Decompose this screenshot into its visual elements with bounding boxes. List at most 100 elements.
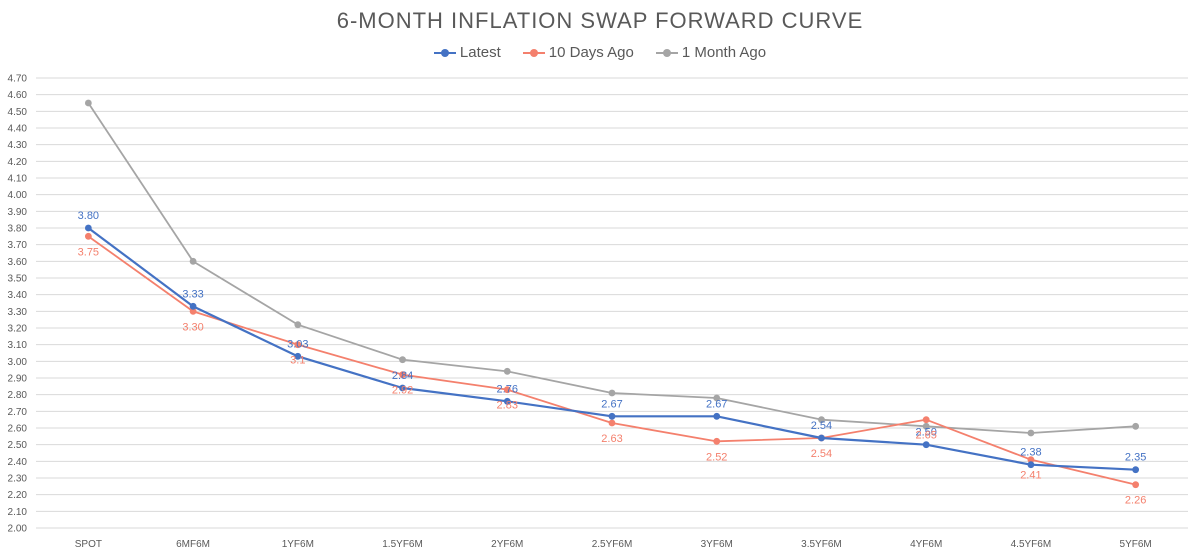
y-tick-label: 3.30 xyxy=(8,307,28,318)
y-tick-label: 2.00 xyxy=(8,524,28,535)
y-tick-label: 3.60 xyxy=(8,257,28,268)
data-point xyxy=(1132,422,1140,430)
y-tick-label: 3.10 xyxy=(8,340,28,351)
data-point xyxy=(84,99,92,107)
data-label-latest: 2.35 xyxy=(1125,452,1146,464)
data-point xyxy=(1132,466,1140,474)
data-point xyxy=(189,257,197,265)
y-tick-label: 4.70 xyxy=(8,74,28,85)
data-label-10-days-ago: 2.83 xyxy=(497,400,518,412)
data-point xyxy=(922,441,930,449)
y-tick-label: 3.70 xyxy=(8,240,28,251)
x-tick-label: 5YF6M xyxy=(1120,539,1152,550)
y-tick-label: 4.20 xyxy=(8,157,28,168)
data-point xyxy=(189,302,197,310)
data-label-10-days-ago: 2.65 xyxy=(915,430,936,442)
data-point xyxy=(608,412,616,420)
y-tick-label: 2.90 xyxy=(8,374,28,385)
data-point xyxy=(399,384,406,392)
data-point xyxy=(1027,456,1035,464)
legend: Latest 10 Days Ago 1 Month Ago xyxy=(0,44,1200,61)
data-point xyxy=(818,416,825,424)
data-point xyxy=(713,412,721,420)
legend-label-1-month-ago: 1 Month Ago xyxy=(681,44,767,61)
data-label-latest: 2.76 xyxy=(497,383,518,395)
y-tick-label: 2.70 xyxy=(8,407,28,418)
data-label-10-days-ago: 3.30 xyxy=(182,321,203,333)
chart-title: 6-MONTH INFLATION SWAP FORWARD CURVE xyxy=(336,8,864,33)
y-tick-label: 3.20 xyxy=(8,324,28,335)
y-tick-label: 3.90 xyxy=(8,207,28,218)
data-point xyxy=(503,367,511,375)
data-point xyxy=(608,389,616,397)
data-point xyxy=(922,416,930,424)
data-label-latest: 3.03 xyxy=(287,338,308,350)
x-tick-label: 2YF6M xyxy=(491,539,523,550)
data-label-10-days-ago: 2.41 xyxy=(1020,470,1041,482)
x-tick-label: 3.5YF6M xyxy=(801,539,842,550)
data-point xyxy=(713,437,721,445)
y-tick-label: 4.60 xyxy=(8,90,28,101)
data-point xyxy=(608,419,616,427)
data-label-10-days-ago: 2.52 xyxy=(706,451,727,463)
y-tick-label: 4.00 xyxy=(8,190,28,201)
data-label-latest: 3.80 xyxy=(78,210,99,222)
series-line-1-month-ago xyxy=(87,102,1136,434)
y-tick-label: 2.10 xyxy=(8,507,28,518)
y-tick-label: 2.50 xyxy=(8,440,28,451)
y-tick-label: 4.30 xyxy=(8,140,28,151)
data-point xyxy=(922,422,930,430)
y-tick-label: 3.00 xyxy=(8,357,28,368)
y-tick-label: 2.60 xyxy=(8,424,28,435)
data-label-10-days-ago: 2.54 xyxy=(811,448,832,460)
legend-item-latest: Latest xyxy=(433,44,501,61)
data-point xyxy=(503,397,511,405)
legend-swatch-1-month-ago xyxy=(655,47,678,59)
data-point xyxy=(189,307,197,315)
data-point xyxy=(1132,481,1140,489)
data-point xyxy=(1027,429,1035,437)
data-label-10-days-ago: 2.63 xyxy=(601,433,622,445)
data-point xyxy=(713,394,721,402)
y-tick-label: 2.40 xyxy=(8,457,28,468)
x-tick-label: 3YF6M xyxy=(701,539,733,550)
legend-item-10-days-ago: 10 Days Ago xyxy=(522,44,634,61)
legend-swatch-latest xyxy=(433,47,456,59)
data-point xyxy=(84,232,92,240)
x-tick-label: 4YF6M xyxy=(910,539,942,550)
data-label-10-days-ago: 2.92 xyxy=(392,385,413,397)
data-point xyxy=(1027,461,1035,469)
y-tick-label: 3.40 xyxy=(8,290,28,301)
y-tick-label: 4.10 xyxy=(8,174,28,185)
data-point xyxy=(84,224,92,232)
data-label-10-days-ago: 2.26 xyxy=(1125,495,1146,507)
x-tick-label: 1.5YF6M xyxy=(382,539,423,550)
x-tick-label: 6MF6M xyxy=(176,539,210,550)
data-label-latest: 2.67 xyxy=(706,398,727,410)
x-tick-label: 1YF6M xyxy=(282,539,314,550)
data-point xyxy=(399,371,406,379)
x-tick-label: 4.5YF6M xyxy=(1011,539,1052,550)
data-label-latest: 2.50 xyxy=(915,427,936,439)
data-label-latest: 2.54 xyxy=(811,420,832,432)
data-label-latest: 2.67 xyxy=(601,398,622,410)
data-label-latest: 2.38 xyxy=(1020,447,1041,459)
legend-label-10-days-ago: 10 Days Ago xyxy=(548,44,634,61)
data-label-latest: 2.84 xyxy=(392,370,413,382)
data-point xyxy=(503,386,511,394)
y-tick-label: 4.50 xyxy=(8,107,28,118)
y-tick-label: 3.80 xyxy=(8,224,28,235)
legend-item-1-month-ago: 1 Month Ago xyxy=(655,44,767,61)
data-point xyxy=(818,434,825,442)
data-label-10-days-ago: 3.75 xyxy=(78,246,99,258)
y-tick-label: 2.20 xyxy=(8,490,28,501)
x-tick-label: SPOT xyxy=(75,539,102,550)
y-tick-label: 4.40 xyxy=(8,124,28,135)
data-point xyxy=(294,321,302,329)
data-point xyxy=(294,341,302,349)
legend-label-latest: Latest xyxy=(459,44,501,61)
data-point xyxy=(294,352,302,360)
data-label-10-days-ago: 3.1 xyxy=(290,355,305,367)
series-line-10-days-ago xyxy=(87,235,1136,486)
